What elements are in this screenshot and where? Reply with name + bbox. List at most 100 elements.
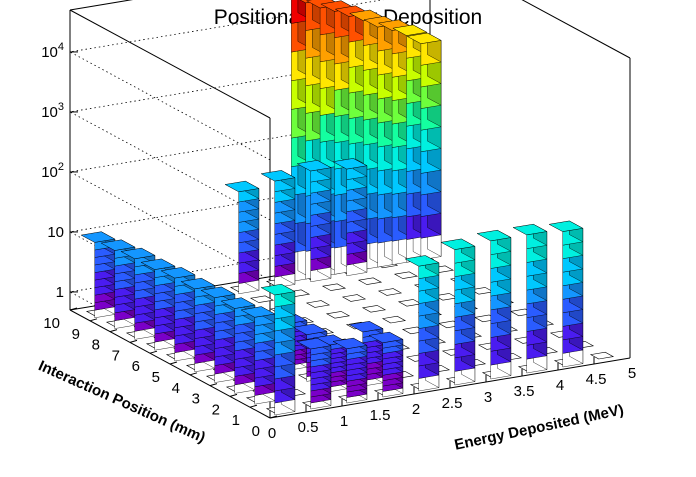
bar [332, 158, 368, 277]
y-tick [89, 318, 98, 322]
y-tick-label: 10 [43, 315, 60, 332]
bar [476, 229, 512, 380]
bar-top-face [296, 337, 332, 350]
bar-top-face [220, 297, 256, 309]
floor-cell [249, 295, 275, 303]
bar-top-face [392, 24, 428, 36]
bar [240, 306, 276, 405]
floor-cell [393, 271, 419, 279]
bar-top-face [476, 229, 512, 242]
floor-cell [357, 277, 383, 285]
y-tick [129, 339, 138, 343]
y-tick-label: 5 [152, 369, 160, 386]
bar-top-face [120, 247, 156, 260]
floor-cell [377, 288, 403, 296]
floor-cell [341, 294, 367, 302]
floor-cell [305, 300, 331, 308]
z-tick-label: 103 [41, 101, 64, 121]
floor-cell [325, 311, 351, 319]
bar [348, 320, 384, 387]
bar-top-face [440, 238, 476, 250]
frame-edge [521, 0, 631, 59]
floor-cell [589, 351, 615, 360]
z-tick-exponent: 4 [58, 41, 64, 53]
x-tick-label: 3 [484, 389, 492, 406]
y-tick-label: 6 [132, 358, 140, 375]
bars [80, 0, 584, 416]
y-tick [209, 383, 218, 387]
bar-top-face [100, 239, 136, 251]
bar [548, 220, 584, 368]
bar-top-face [404, 255, 440, 267]
bar-top-face [140, 258, 176, 270]
bar-top-face [80, 231, 116, 243]
bar-top-face [160, 267, 196, 279]
bar-top-face [240, 306, 276, 318]
bar [512, 223, 548, 374]
bar-top-face [548, 220, 584, 232]
bar [368, 331, 404, 398]
y-tick-label: 9 [72, 326, 80, 343]
bar-top-face [292, 323, 328, 335]
x-tick-label: 3.5 [514, 383, 535, 400]
floor-cell [397, 299, 423, 307]
y-tick-label: 7 [112, 347, 120, 364]
bar-top-face [512, 223, 548, 236]
y-tick-label: 1 [232, 412, 240, 429]
bar [160, 267, 196, 362]
bar [406, 32, 442, 261]
x-tick-label: 2.5 [442, 395, 463, 412]
y-tick [69, 307, 78, 311]
z-tick-label: 104 [41, 41, 64, 61]
bar-top-face [348, 321, 384, 333]
frame-edge [69, 9, 271, 119]
x-tick-label: 4.5 [586, 371, 607, 388]
y-tick [269, 415, 278, 419]
bar [404, 255, 440, 392]
x-tick-label: 5 [628, 365, 636, 382]
bar-top-face [200, 286, 236, 298]
y-tick-label: 0 [252, 423, 260, 440]
bar-top-face [406, 32, 442, 44]
bar-top-face [332, 337, 368, 350]
y-tick [189, 372, 198, 376]
floor-cell [361, 305, 387, 313]
bar-top-face [260, 170, 296, 182]
bar [296, 337, 332, 410]
bar [200, 286, 236, 383]
y-tick-label: 4 [172, 380, 180, 397]
y-tick-label: 3 [192, 391, 200, 408]
bar [180, 277, 216, 373]
x-tick-label: 0.5 [298, 419, 319, 436]
floor-cell [321, 283, 347, 291]
y-tick-label: 2 [212, 401, 220, 418]
z-tick-label: 1 [56, 284, 64, 301]
bar [120, 247, 156, 340]
x-axis-label: Energy Deposited (MeV) [453, 401, 625, 454]
x-tick-label: 1 [340, 413, 348, 430]
z-tick-label: 102 [41, 161, 64, 181]
bar [296, 159, 332, 283]
z-tick-exponent: 2 [58, 161, 64, 173]
bar-top-face [224, 180, 260, 193]
y-tick [109, 329, 118, 333]
bar-top-face [368, 331, 404, 344]
y-tick [229, 393, 238, 397]
z-tick-label: 10 [47, 224, 64, 241]
y-tick [149, 350, 158, 354]
bar [332, 337, 368, 404]
bar-top-face [332, 158, 368, 170]
x-tick-label: 2 [412, 401, 420, 418]
y-tick [249, 404, 258, 408]
bar-top-face [180, 277, 216, 290]
y-tick-label: 8 [92, 337, 100, 354]
bar [224, 180, 260, 295]
x-tick-label: 4 [556, 377, 564, 394]
z-tick-exponent: 3 [58, 101, 64, 113]
floor-cell [381, 315, 407, 324]
bar-top-face [260, 283, 296, 296]
bar [220, 297, 256, 394]
y-tick [169, 361, 178, 365]
